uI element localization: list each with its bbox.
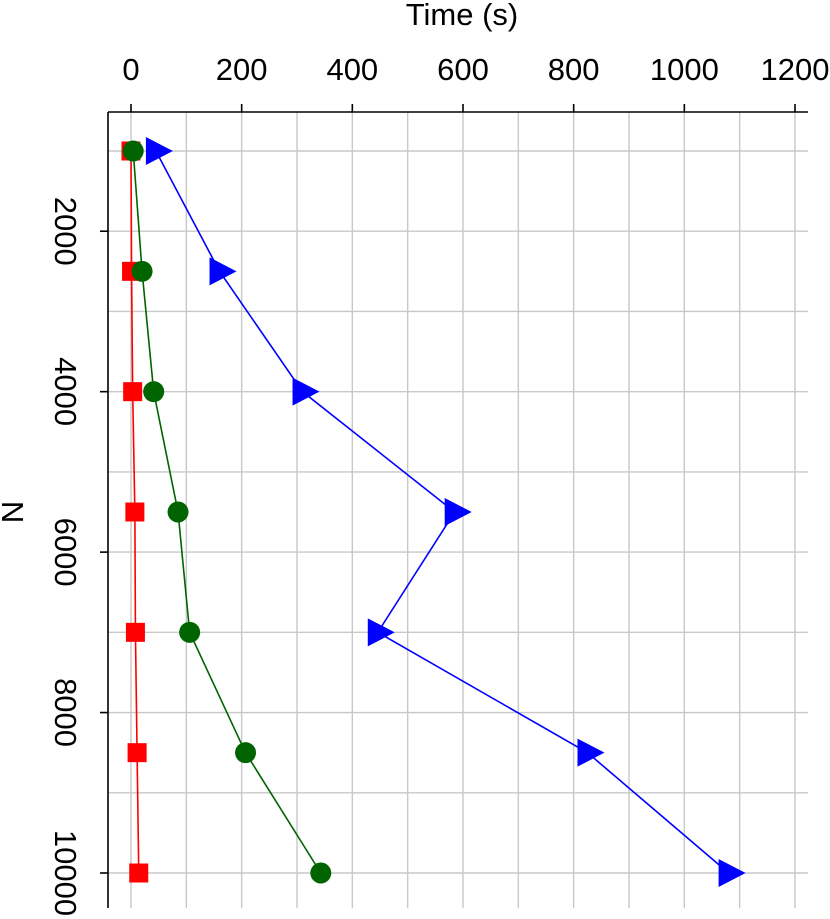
y-tick-label: 10000	[48, 830, 83, 916]
x-tick-label: 1000	[650, 52, 719, 87]
data-point-triangle	[145, 137, 173, 165]
grid-lines	[108, 112, 808, 908]
series-square	[121, 141, 149, 883]
data-point-triangle	[209, 257, 237, 286]
data-point-triangle	[718, 859, 746, 887]
data-point-square	[125, 502, 145, 522]
series-line	[132, 150, 322, 874]
data-point-triangle	[292, 377, 320, 406]
series-circle	[122, 140, 332, 884]
data-point-circle	[143, 381, 165, 403]
y-tick-label: 4000	[48, 357, 83, 426]
x-tick-label: 200	[216, 52, 268, 87]
data-point-square	[125, 622, 145, 642]
data-point-circle	[235, 742, 257, 764]
x-tick-label: 0	[122, 52, 139, 87]
y-axis-title: N	[0, 501, 30, 523]
x-tick-label: 600	[437, 52, 489, 87]
data-point-circle	[167, 501, 189, 523]
x-axis-title: Time (s)	[406, 0, 519, 32]
data-point-triangle	[367, 618, 395, 647]
data-point-circle	[310, 862, 332, 884]
y-tick-label: 8000	[48, 678, 83, 747]
series-layer	[121, 137, 746, 887]
data-point-triangle	[577, 738, 605, 767]
data-point-square	[127, 743, 147, 763]
axes: 0 200 400 600 800 1000 1200 2000 4000 6000 8000 100…	[48, 52, 829, 916]
x-tick-label: 1200	[761, 52, 830, 87]
y-tick-label: 6000	[48, 518, 83, 587]
data-point-triangle	[444, 498, 472, 526]
y-tick-label: 2000	[48, 197, 83, 266]
x-tick-label: 800	[548, 52, 600, 87]
data-point-square	[129, 863, 149, 883]
data-point-circle	[179, 621, 201, 643]
data-point-square	[123, 382, 143, 402]
data-point-circle	[122, 140, 144, 162]
x-tick-label: 400	[326, 52, 378, 87]
data-point-circle	[131, 260, 153, 282]
series-triangle-right	[145, 137, 746, 887]
